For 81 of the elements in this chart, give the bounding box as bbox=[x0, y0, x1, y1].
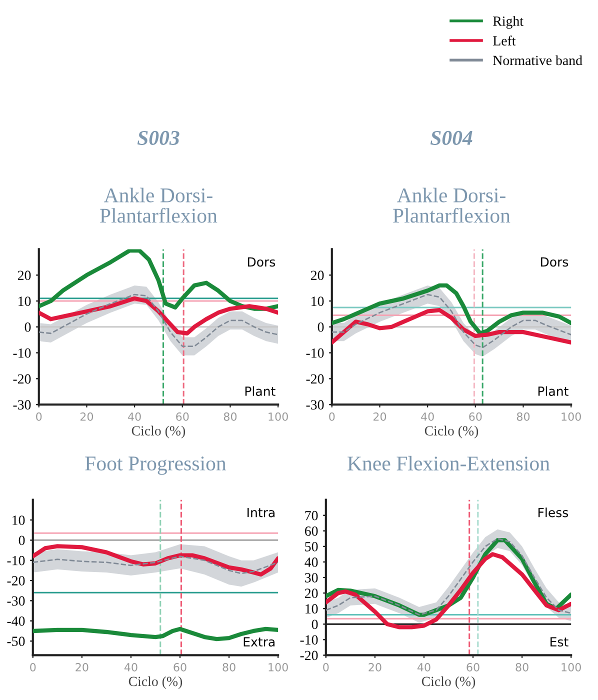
legend-label: Normative band bbox=[493, 55, 582, 66]
annotation: Intra bbox=[248, 508, 274, 518]
x-tick-label: 100 bbox=[268, 412, 288, 421]
y-tick-label: -10 bbox=[7, 556, 25, 566]
x-tick-label: 80 bbox=[224, 412, 237, 421]
annotation: Est bbox=[550, 637, 568, 647]
x-tick-label: 60 bbox=[469, 412, 482, 421]
chart-title: S004 bbox=[430, 130, 472, 145]
y-tick-label: 70 bbox=[305, 510, 318, 520]
y-tick-label: -20 bbox=[7, 576, 25, 586]
y-tick-label: -10 bbox=[300, 635, 318, 645]
line-series bbox=[38, 296, 278, 336]
x-axis-title: Ciclo (%) bbox=[424, 426, 478, 438]
x-tick-label: 20 bbox=[373, 412, 386, 421]
x-tick-label: 20 bbox=[368, 663, 382, 672]
line-series bbox=[332, 308, 572, 345]
y-tick-label: 30 bbox=[305, 573, 318, 582]
y-tick-label: 0 bbox=[18, 536, 25, 546]
y-tick-label: 0 bbox=[312, 620, 318, 630]
line-series bbox=[38, 294, 278, 348]
y-tick-label: -40 bbox=[7, 616, 25, 626]
annotation: Dors bbox=[248, 257, 276, 267]
legend-label: Left bbox=[493, 36, 516, 46]
x-tick-label: 0 bbox=[36, 412, 42, 421]
x-tick-label: 20 bbox=[80, 412, 94, 421]
x-tick-label: 20 bbox=[76, 663, 88, 672]
line-series bbox=[32, 556, 278, 574]
chart-subtitle: Ankle Dorsi- Plantarflexion bbox=[393, 188, 510, 223]
x-tick-label: 80 bbox=[516, 412, 530, 421]
x-tick-label: 100 bbox=[562, 412, 581, 421]
x-tick-label: 100 bbox=[562, 663, 581, 672]
x-tick-label: 40 bbox=[421, 412, 434, 421]
line-series bbox=[332, 283, 572, 336]
y-tick-label: -20 bbox=[306, 374, 324, 384]
x-tick-label: 40 bbox=[124, 663, 138, 672]
chart-title: S003 bbox=[137, 130, 180, 145]
y-tick-label: 20 bbox=[310, 270, 324, 280]
line-series bbox=[38, 249, 278, 311]
x-tick-label: 80 bbox=[222, 663, 236, 672]
y-tick-label: 40 bbox=[304, 558, 318, 567]
y-tick-label: -20 bbox=[13, 374, 31, 384]
x-tick-label: 80 bbox=[516, 663, 528, 672]
y-tick-label: -50 bbox=[7, 636, 25, 646]
x-tick-label: 0 bbox=[329, 412, 335, 421]
chart-title: Foot Progression bbox=[85, 456, 226, 475]
y-tick-label: -30 bbox=[306, 400, 324, 410]
y-tick-label: -20 bbox=[300, 650, 318, 660]
annotation: Fless bbox=[538, 508, 568, 518]
chart-title: Knee Flexion-Extension bbox=[348, 456, 550, 471]
x-axis-title: Ciclo (%) bbox=[422, 676, 476, 689]
y-tick-label: 0 bbox=[24, 322, 31, 332]
x-axis-title: Ciclo (%) bbox=[128, 676, 182, 689]
annotation: Extra bbox=[244, 637, 274, 647]
x-tick-label: 100 bbox=[268, 663, 288, 672]
line-series bbox=[332, 294, 572, 348]
y-tick-label: 10 bbox=[18, 296, 31, 306]
y-tick-label: 60 bbox=[304, 526, 318, 536]
chart-subtitle: Ankle Dorsi- Plantarflexion bbox=[100, 188, 218, 223]
line-series bbox=[32, 544, 278, 577]
y-tick-label: 20 bbox=[304, 588, 318, 598]
y-tick-label: -10 bbox=[13, 348, 31, 358]
x-axis-title: Ciclo (%) bbox=[132, 426, 186, 438]
x-tick-label: 40 bbox=[128, 412, 141, 421]
y-tick-label: 10 bbox=[12, 516, 25, 525]
x-tick-label: 40 bbox=[417, 663, 430, 672]
y-tick-label: 10 bbox=[306, 604, 318, 614]
y-tick-label: 0 bbox=[318, 322, 324, 332]
annotation: Plant bbox=[245, 386, 276, 396]
legend-label: Right bbox=[493, 16, 524, 29]
annotation: Dors bbox=[541, 257, 568, 267]
annotation: Plant bbox=[538, 386, 568, 396]
x-tick-label: 60 bbox=[174, 663, 186, 672]
y-tick-label: 10 bbox=[312, 296, 324, 306]
y-tick-label: -10 bbox=[306, 348, 324, 358]
y-tick-label: 20 bbox=[18, 270, 31, 280]
y-tick-label: -30 bbox=[13, 400, 31, 410]
x-tick-label: 60 bbox=[176, 412, 189, 421]
y-tick-label: 50 bbox=[305, 542, 318, 552]
line-series bbox=[326, 552, 572, 630]
x-tick-label: 60 bbox=[466, 663, 480, 672]
y-tick-label: -30 bbox=[7, 596, 25, 606]
